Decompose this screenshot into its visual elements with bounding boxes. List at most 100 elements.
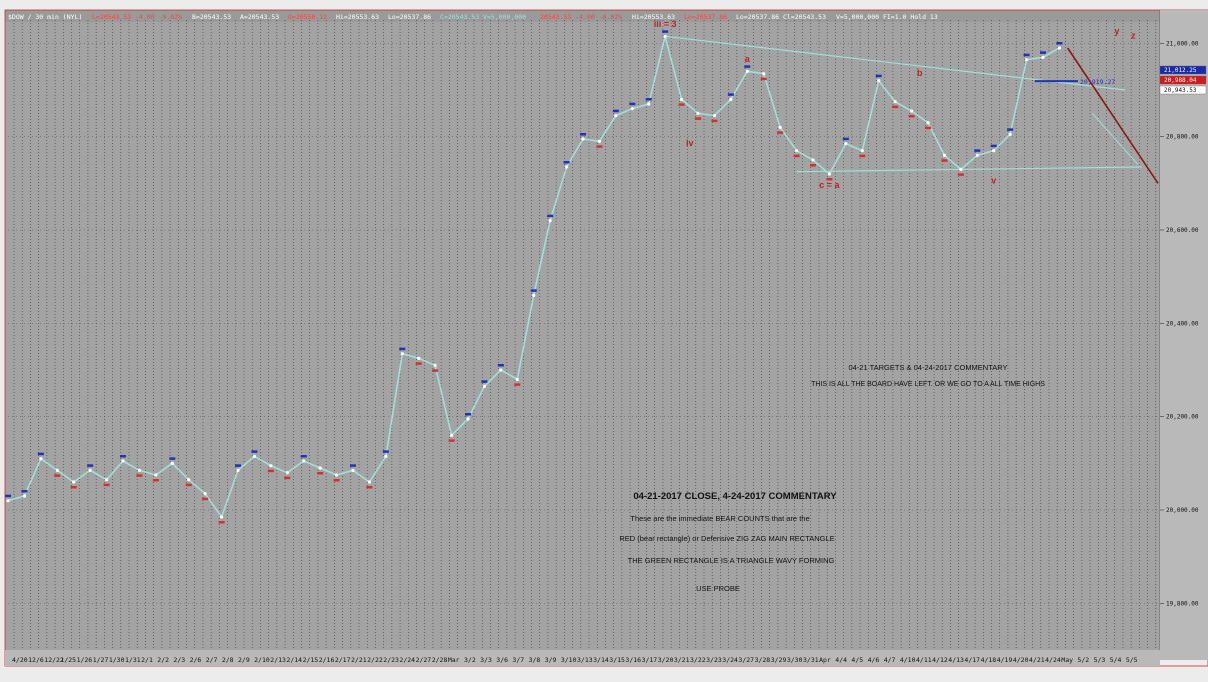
up-tick bbox=[875, 74, 882, 78]
x-tick-label: 3/7 bbox=[512, 656, 524, 664]
x-tick-label: 1/27 bbox=[93, 656, 109, 664]
x-tick-label: 2/1 bbox=[141, 656, 153, 664]
price-point bbox=[745, 69, 749, 73]
projection-line bbox=[1066, 47, 1159, 184]
price-point bbox=[679, 97, 684, 101]
price-point bbox=[942, 153, 947, 157]
price-point bbox=[252, 454, 257, 458]
down-tick bbox=[941, 159, 948, 162]
overlays: 20,919.27 bbox=[1034, 47, 1159, 184]
price-point bbox=[449, 433, 454, 437]
up-tick bbox=[974, 149, 981, 152]
wave-label: a bbox=[745, 54, 751, 64]
price-point bbox=[729, 97, 733, 101]
x-tick-label: 4/19 bbox=[997, 656, 1013, 664]
commentary-line1: These are the immediate BEAR COUNTS that… bbox=[630, 514, 809, 523]
x-tick-label: 2/28 bbox=[432, 656, 448, 664]
price-point bbox=[1057, 46, 1062, 50]
x-tick-label: 2/2 bbox=[157, 656, 169, 664]
note-upper-line1: 04-21 TARGETS & 04-24-2017 COMMENTARY bbox=[848, 363, 1007, 372]
x-tick-label: 4/11 bbox=[916, 656, 932, 664]
commentary-line4: USE PROBE bbox=[696, 584, 740, 593]
price-point bbox=[187, 478, 191, 482]
x-tick-label: 5/5 bbox=[1126, 656, 1138, 664]
price-point bbox=[88, 468, 92, 472]
x-tick-label: 2/8 bbox=[222, 656, 234, 664]
price-point bbox=[975, 153, 979, 157]
price-point bbox=[992, 149, 996, 153]
x-tick-label: 2/3 bbox=[173, 656, 185, 664]
y-tick-label: 20,600.00 bbox=[1166, 227, 1199, 234]
price-box-label: 21,012.25 bbox=[1164, 67, 1197, 74]
up-tick bbox=[842, 137, 849, 141]
down-tick bbox=[152, 479, 159, 482]
price-point bbox=[1024, 58, 1029, 62]
wave-label: c = a bbox=[819, 180, 840, 190]
header-readout-item: C=20543.53 V=5,000,000 bbox=[440, 13, 526, 21]
price-point bbox=[1008, 132, 1012, 136]
up-tick bbox=[580, 133, 586, 136]
up-tick bbox=[251, 450, 258, 453]
x-tick-label: 4/21 bbox=[1029, 656, 1045, 664]
down-tick bbox=[892, 105, 899, 109]
wave-label: v bbox=[991, 175, 996, 185]
price-point bbox=[778, 125, 782, 129]
x-tick-label: 3/29 bbox=[771, 656, 787, 664]
header-readout-item: O=20550.12 bbox=[288, 13, 327, 21]
price-point bbox=[794, 149, 799, 153]
x-tick-label: 1/31 bbox=[125, 656, 141, 664]
up-tick bbox=[87, 464, 94, 467]
resistance-label: 20,919.27 bbox=[1080, 78, 1115, 86]
x-tick-label: 4/10 bbox=[900, 656, 916, 664]
y-axis: 21,000.00 20,800.00 20,600.00 20,400.00 20,2… bbox=[1159, 40, 1207, 607]
x-tick-label: Mar bbox=[448, 656, 460, 664]
up-tick bbox=[744, 65, 751, 68]
price-point bbox=[564, 165, 569, 169]
x-tick-label: 2/7 bbox=[206, 656, 218, 664]
wave-labels: iii = 3 iv a c = a b v y z bbox=[654, 19, 1136, 190]
price-point bbox=[236, 468, 240, 472]
up-tick bbox=[300, 455, 307, 458]
price-point bbox=[203, 492, 207, 496]
x-tick-label: 3/20 bbox=[658, 656, 674, 664]
price-point bbox=[811, 158, 815, 162]
up-tick bbox=[563, 161, 570, 164]
x-tick-label: 2/22 bbox=[367, 656, 383, 664]
up-tick bbox=[1040, 51, 1046, 54]
price-point bbox=[893, 100, 897, 104]
down-tick bbox=[859, 154, 866, 158]
x-tick-label: 4/18 bbox=[981, 656, 997, 664]
x-tick-label: 5/4 bbox=[1110, 656, 1122, 664]
x-tick-label: 4/20 bbox=[1013, 656, 1029, 664]
y-tick-label: 21,000.00 bbox=[1166, 40, 1199, 47]
price-point bbox=[877, 79, 881, 83]
x-tick-label: 3/6 bbox=[496, 656, 508, 664]
x-tick-label: 4/13 bbox=[948, 656, 964, 664]
price-point bbox=[581, 137, 585, 141]
down-tick bbox=[136, 474, 143, 477]
price-point bbox=[860, 149, 864, 153]
y-tick-label: 20,800.00 bbox=[1166, 134, 1199, 141]
price-series bbox=[6, 34, 1062, 519]
x-tick-label: 3/10 bbox=[561, 656, 577, 664]
up-tick bbox=[5, 494, 11, 498]
header-readout-item: A=20543.53 bbox=[240, 13, 279, 21]
commentary-line2: RED (bear rectangle) or Defensive ZIG ZA… bbox=[619, 534, 834, 543]
wave-label: y bbox=[1114, 26, 1119, 36]
header-readout-item: Lo=20537.86 Cl=20543.53 bbox=[736, 13, 826, 21]
price-point bbox=[909, 109, 914, 113]
wave-label: iii = 3 bbox=[654, 19, 677, 29]
x-tick-label: 2/6 bbox=[190, 656, 202, 664]
x-tick-label: 3/28 bbox=[755, 656, 771, 664]
price-point bbox=[269, 464, 273, 468]
price-point bbox=[466, 417, 470, 421]
price-point bbox=[39, 457, 43, 461]
down-tick bbox=[366, 486, 373, 489]
x-tick-label: 2/15 bbox=[303, 656, 319, 664]
up-tick bbox=[169, 457, 176, 460]
price-point bbox=[318, 466, 322, 470]
price-point bbox=[400, 352, 404, 356]
price-point bbox=[515, 377, 519, 381]
x-tick-label: 1/25 bbox=[60, 656, 76, 664]
